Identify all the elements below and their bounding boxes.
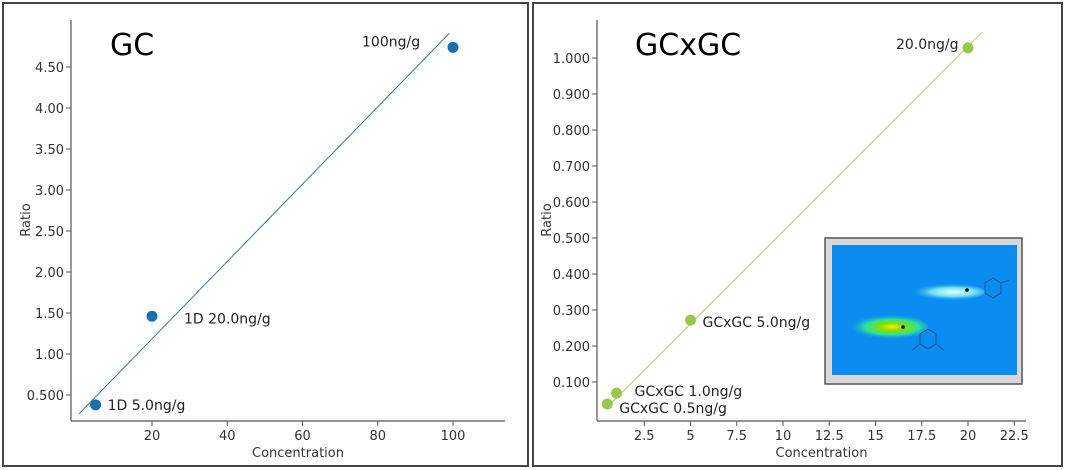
- data-point: [685, 314, 696, 326]
- x-tick-label: 12.5: [815, 429, 844, 444]
- x-axis-label: Concentration: [776, 446, 868, 461]
- y-tick-label: 2.50: [35, 225, 64, 240]
- data-point: [90, 399, 102, 411]
- data-point: [146, 310, 158, 322]
- x-tick-label: 20: [960, 429, 977, 444]
- x-tick-label: 100: [441, 429, 466, 444]
- x-tick-label: 22.5: [1000, 429, 1029, 444]
- data-label: GCxGC 1.0ng/g: [635, 384, 743, 400]
- y-tick-label: 3.50: [35, 143, 64, 158]
- y-tick-label: 0.500: [27, 389, 64, 404]
- gc-chart: GC 0.500 1.00 1.50 2.00 2.50 3.00 3.50 4.00 4.50 2…: [19, 20, 505, 461]
- data-point: [611, 387, 622, 399]
- gc-panel-border: [2, 2, 529, 467]
- y-tick-label: 0.500: [553, 232, 590, 247]
- data-label: GCxGC 5.0ng/g: [703, 315, 811, 331]
- data-label: 1D 20.0ng/g: [184, 311, 271, 327]
- data-label: 20.0ng/g: [896, 37, 959, 53]
- data-point: [447, 41, 459, 53]
- y-tick-label: 0.400: [553, 268, 590, 283]
- y-tick-label: 0.300: [553, 304, 590, 319]
- x-tick-label: 10: [775, 429, 792, 444]
- data-label: 1D 5.0ng/g: [108, 398, 186, 414]
- x-tick-label: 60: [294, 429, 311, 444]
- y-axis-label: Ratio: [540, 203, 555, 236]
- chart-title: GCxGC: [635, 28, 741, 63]
- fit-line: [605, 31, 983, 410]
- fit-line: [78, 33, 450, 415]
- x-tick-label: 5: [686, 429, 694, 444]
- y-tick-label: 1.000: [553, 52, 590, 67]
- y-tick-label: 0.600: [553, 196, 590, 211]
- gcxgc-contour-inset: [824, 237, 1023, 385]
- x-tick-label: 80: [369, 429, 386, 444]
- data-label: 100ng/g: [362, 34, 420, 50]
- y-tick-label: 3.00: [35, 184, 64, 199]
- y-tick-label: 1.00: [35, 348, 64, 363]
- y-tick-label: 1.50: [35, 307, 64, 322]
- gcxgc-chart: GCxGC 0.100 0.200 0.300 0.400 0.500 0.600 0.700…: [540, 20, 1029, 461]
- y-tick-label: 0.800: [553, 124, 590, 139]
- data-point: [962, 42, 974, 54]
- x-tick-label: 7.5: [726, 429, 747, 444]
- gcxgc-panel-border: [532, 2, 1063, 467]
- y-tick-label: 0.200: [553, 340, 590, 355]
- y-tick-label: 4.00: [35, 102, 64, 117]
- x-axis-label: Concentration: [252, 446, 344, 461]
- x-tick-label: 20: [144, 429, 161, 444]
- x-tick-label: 17.5: [907, 429, 936, 444]
- x-tick-label: 40: [219, 429, 236, 444]
- y-axis-label: Ratio: [19, 203, 34, 236]
- chart-title: GC: [110, 28, 154, 63]
- data-label: GCxGC 0.5ng/g: [619, 401, 727, 417]
- x-tick-label: 2.5: [634, 429, 655, 444]
- x-tick-label: 15: [867, 429, 884, 444]
- y-tick-label: 0.700: [553, 160, 590, 175]
- y-tick-label: 4.50: [35, 61, 64, 76]
- y-tick-label: 2.00: [35, 266, 64, 281]
- y-tick-label: 0.100: [553, 376, 590, 391]
- y-tick-label: 0.900: [553, 88, 590, 103]
- data-point: [601, 398, 613, 410]
